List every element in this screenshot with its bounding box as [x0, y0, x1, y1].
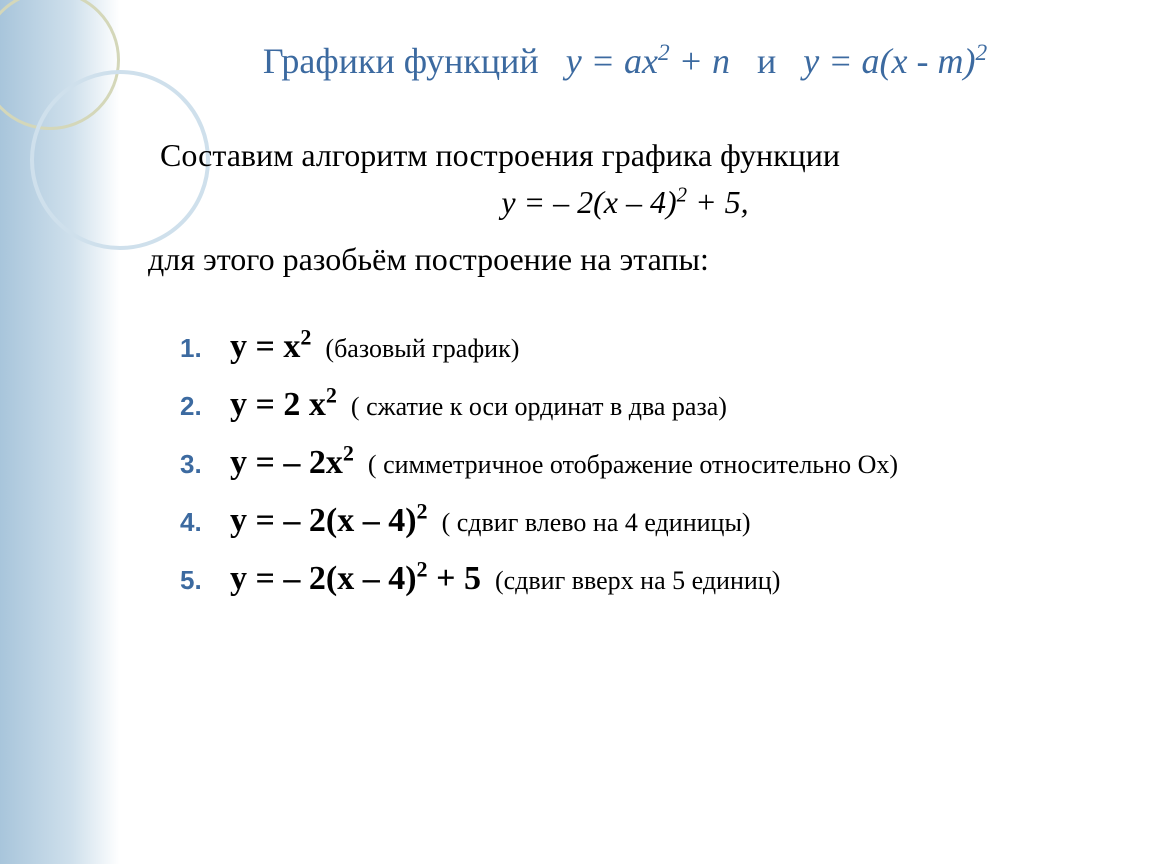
slide-content: Графики функций у = ах2 + n и у = а(х - … [0, 0, 1150, 658]
step-equation: у = 2 х2 [230, 386, 337, 423]
step-number: 3. [180, 449, 230, 480]
title-formula-1: у = ах2 + n [566, 41, 730, 81]
step-note: (базовый график) [325, 334, 519, 363]
step-equation: у = – 2(х – 4)2 [230, 502, 428, 539]
step-number: 5. [180, 565, 230, 596]
step-number: 1. [180, 333, 230, 364]
step-item: 2. у = 2 х2 ( сжатие к оси ординат в два… [180, 386, 1090, 424]
title-prefix: Графики функций [263, 41, 539, 81]
step-note: ( симметричное отображение относительно … [368, 450, 898, 479]
step-equation: у = – 2х2 [230, 444, 354, 481]
main-formula: у = – 2(х – 4)2 + 5, [160, 184, 1090, 221]
step-equation: у = – 2(х – 4)2 + 5 [230, 560, 481, 597]
step-item: 4. у = – 2(х – 4)2 ( сдвиг влево на 4 ед… [180, 502, 1090, 540]
step-note: ( сжатие к оси ординат в два раза) [351, 392, 727, 421]
title-formula-2: у = а(х - m)2 [803, 41, 987, 81]
step-note: ( сдвиг влево на 4 единицы) [442, 508, 751, 537]
step-note: (сдвиг вверх на 5 единиц) [495, 566, 780, 595]
lead-text-2: для этого разобьём построение на этапы: [140, 241, 1090, 278]
lead-text: Составим алгоритм построения графика фун… [160, 132, 1090, 178]
step-equation: у = х2 [230, 328, 311, 365]
step-item: 5. у = – 2(х – 4)2 + 5 (сдвиг вверх на 5… [180, 560, 1090, 598]
step-number: 4. [180, 507, 230, 538]
step-number: 2. [180, 391, 230, 422]
title-conj: и [757, 41, 776, 81]
step-item: 3. у = – 2х2 ( симметричное отображение … [180, 444, 1090, 482]
step-item: 1. у = х2 (базовый график) [180, 328, 1090, 366]
steps-list: 1. у = х2 (базовый график) 2. у = 2 х2 (… [180, 328, 1090, 598]
slide-title: Графики функций у = ах2 + n и у = а(х - … [160, 40, 1090, 82]
